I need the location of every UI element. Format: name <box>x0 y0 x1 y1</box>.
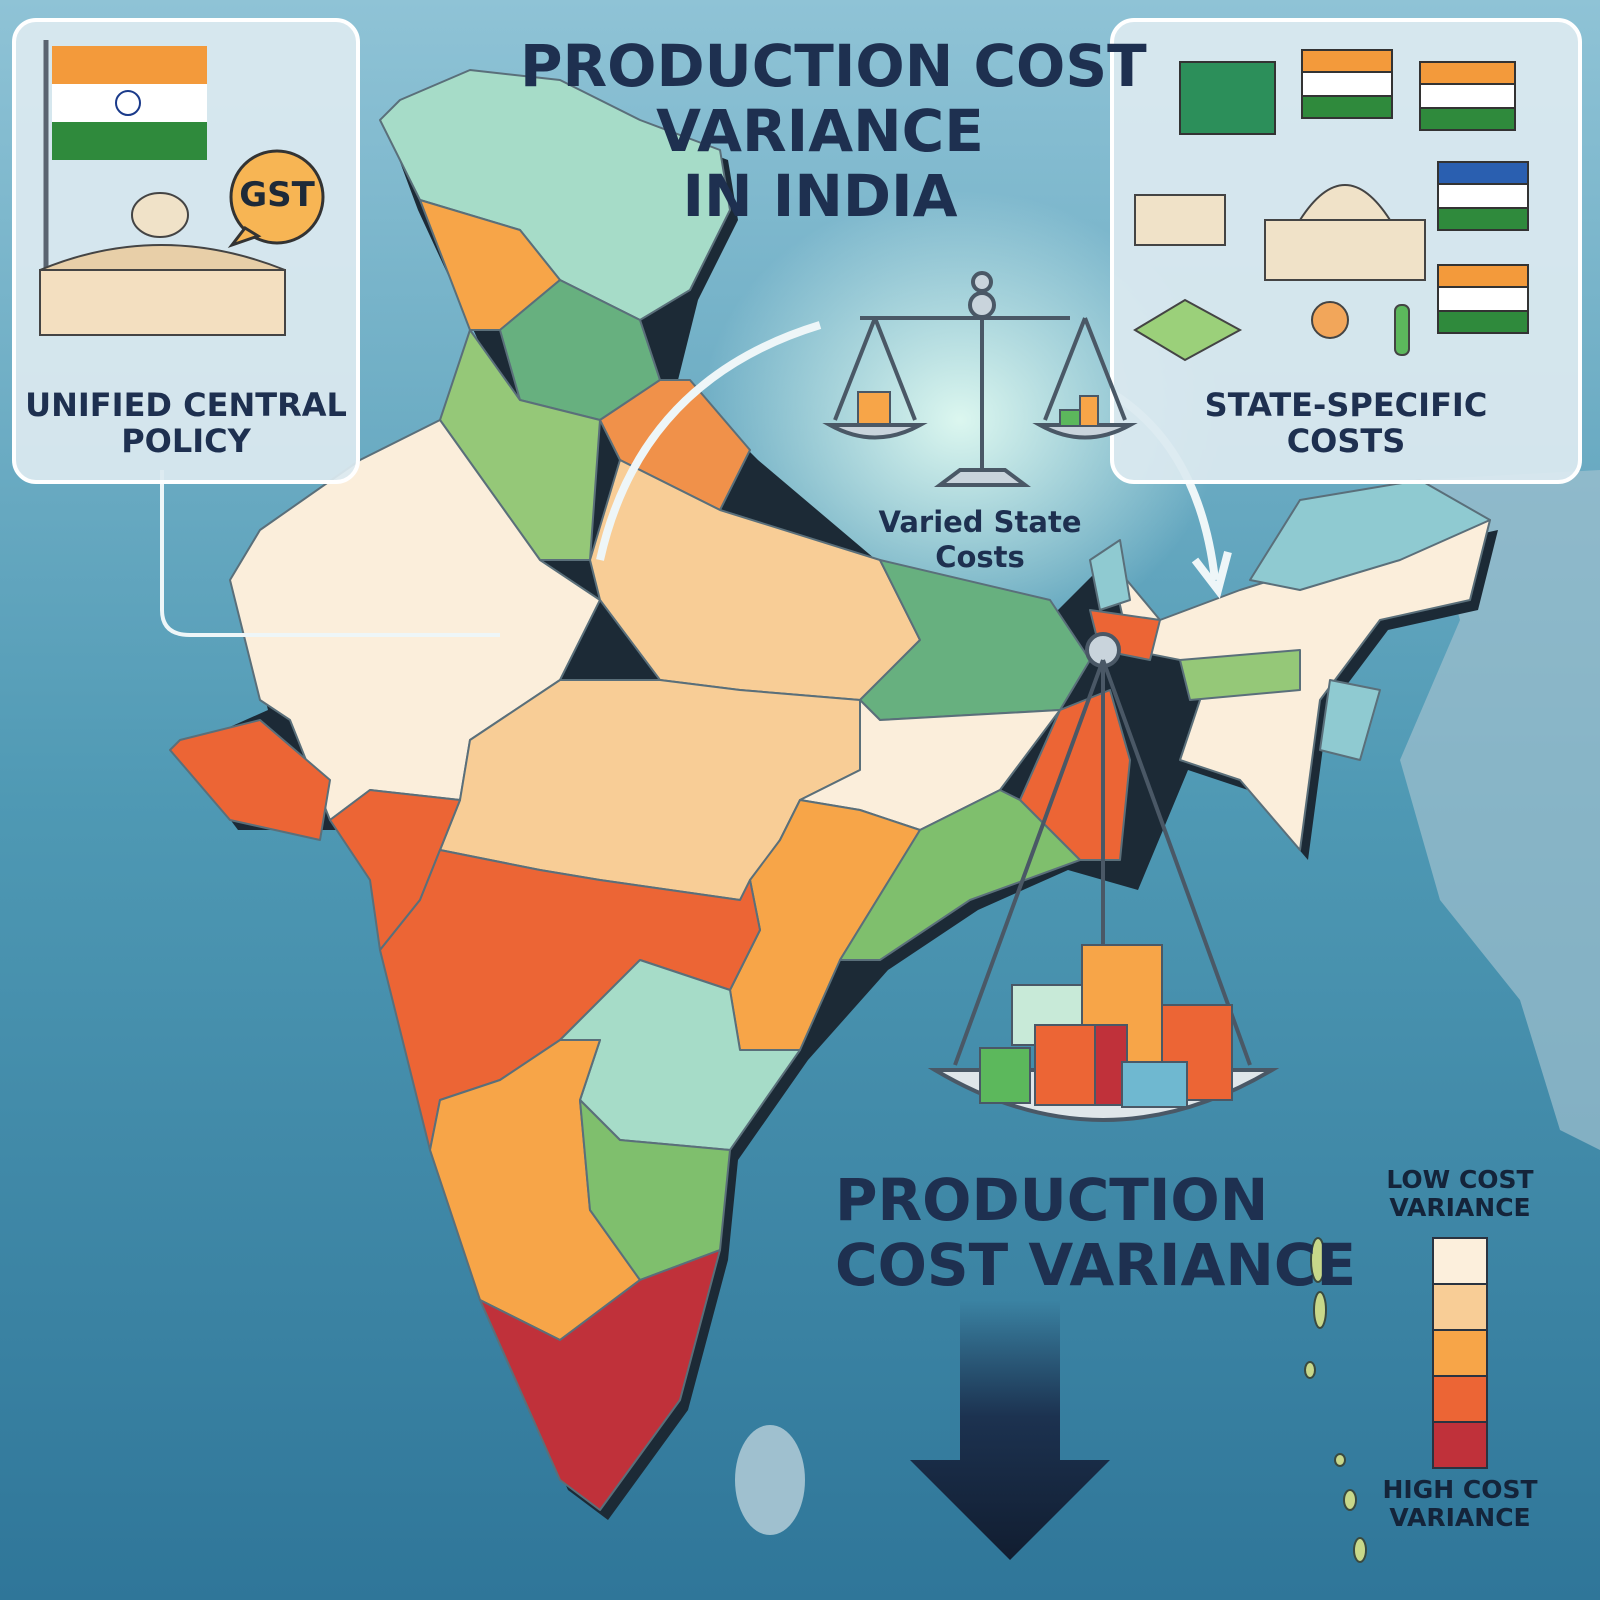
legend-swatch <box>1432 1283 1488 1331</box>
heading-line: PRODUCTION <box>835 1166 1269 1234</box>
caption-line: STATE-SPECIFIC <box>1204 386 1488 424</box>
region <box>1179 649 1301 701</box>
caption-line: POLICY <box>121 421 251 460</box>
left-panel <box>12 18 500 637</box>
legend <box>1432 1237 1488 1469</box>
title-line: VARIANCE <box>656 96 984 165</box>
legend-swatch <box>1432 1375 1488 1423</box>
worker-icon <box>1311 301 1349 339</box>
caption-line: UNIFIED CENTRAL <box>25 386 347 424</box>
islands <box>1304 1237 1367 1563</box>
flag <box>52 46 207 160</box>
arrow-head <box>1191 550 1232 599</box>
region <box>1249 479 1491 591</box>
connector <box>160 470 500 637</box>
legend-bottom-label: HIGH COST VARIANCE <box>1370 1476 1550 1532</box>
legend-top-label: LOW COST VARIANCE <box>1370 1166 1550 1222</box>
right-panel <box>1110 18 1582 599</box>
gst-badge: GST <box>239 175 315 215</box>
label-line: Varied State <box>878 505 1082 539</box>
sri-lanka <box>735 1425 805 1535</box>
region <box>1089 539 1131 611</box>
plug-icon <box>1394 304 1410 356</box>
balance-scale <box>596 271 1138 561</box>
title: PRODUCTION COST VARIANCE IN INDIA <box>520 32 1147 230</box>
right-caption: STATE-SPECIFIC COSTS <box>1112 386 1580 460</box>
title-line: PRODUCTION COST <box>520 32 1147 100</box>
state-flags <box>1179 49 1529 334</box>
label-line: HIGH COST <box>1382 1475 1538 1504</box>
label-line: Costs <box>935 539 1025 574</box>
parliament-icon <box>39 192 286 336</box>
legend-swatch <box>1432 1421 1488 1469</box>
neighbour-land <box>1400 470 1600 1150</box>
gst-bubble <box>229 149 325 245</box>
legend-swatch <box>1432 1329 1488 1377</box>
hanging-scale <box>927 632 1280 1122</box>
label-line: VARIANCE <box>1389 1193 1531 1222</box>
left-caption: UNIFIED CENTRAL POLICY <box>14 386 358 460</box>
heading-line: COST VARIANCE <box>835 1230 1357 1299</box>
title-line: IN INDIA <box>682 161 958 230</box>
region <box>479 1249 721 1511</box>
land-icon <box>1133 298 1243 362</box>
legend-swatch <box>1432 1237 1488 1285</box>
scale-label: Varied State Costs <box>830 505 1130 575</box>
arrow-curve <box>596 321 822 561</box>
down-arrow <box>910 1300 1110 1560</box>
bubble-tail <box>227 226 262 249</box>
building-icons <box>1134 184 1426 281</box>
bottom-heading: PRODUCTION COST VARIANCE <box>835 1168 1356 1298</box>
region <box>839 789 1081 961</box>
region <box>1319 679 1381 761</box>
label-line: LOW COST <box>1386 1165 1534 1194</box>
india-map <box>169 69 1498 1520</box>
label-line: VARIANCE <box>1389 1503 1531 1532</box>
caption-line: COSTS <box>1286 421 1406 460</box>
